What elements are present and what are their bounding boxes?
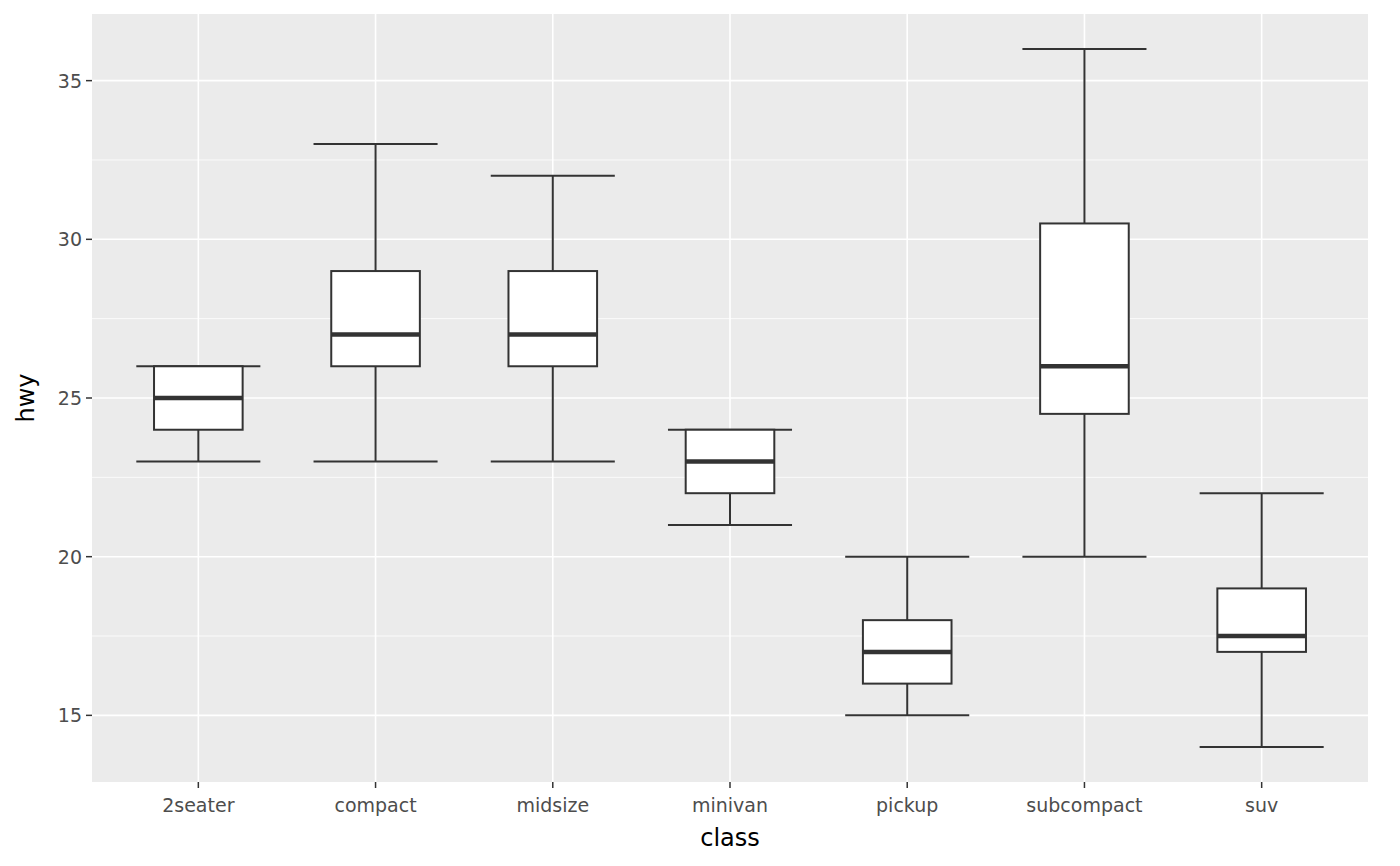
median <box>154 396 243 401</box>
grid-line-x <box>1261 14 1263 782</box>
box <box>1040 223 1129 413</box>
y-tick-label: 25 <box>58 387 82 409</box>
box <box>508 271 597 366</box>
y-axis-title: hwy <box>12 373 40 422</box>
x-tick-label: compact <box>334 794 416 816</box>
lower-cap <box>668 524 792 526</box>
grid-line-x <box>552 14 554 782</box>
box-group <box>491 176 615 462</box>
median <box>508 332 597 337</box>
upper-cap <box>1022 48 1146 50</box>
lower-cap <box>314 460 438 462</box>
box <box>863 620 952 683</box>
x-tick-label: subcompact <box>1026 794 1142 816</box>
lower-whisker <box>375 366 377 461</box>
upper-whisker <box>552 176 554 271</box>
box-group <box>845 557 969 716</box>
lower-cap <box>845 714 969 716</box>
y-tick-label: 30 <box>58 228 82 250</box>
y-tick <box>86 239 92 241</box>
lower-whisker <box>906 684 908 716</box>
lower-cap <box>1022 556 1146 558</box>
box <box>154 366 243 429</box>
median <box>686 459 775 464</box>
lower-cap <box>491 460 615 462</box>
x-tick <box>729 782 731 788</box>
box-group <box>1200 493 1324 747</box>
lower-whisker <box>1261 652 1263 747</box>
lower-cap <box>1200 746 1324 748</box>
y-tick <box>86 715 92 717</box>
y-tick-label: 15 <box>58 704 82 726</box>
lower-whisker <box>552 366 554 461</box>
upper-cap <box>314 143 438 145</box>
box-group <box>1022 49 1146 557</box>
axes: 15 20 25 30 35 2seater compact midsize minivan pi… <box>58 70 1278 816</box>
box <box>686 430 775 493</box>
median <box>331 332 420 337</box>
median <box>1217 634 1306 639</box>
y-tick <box>86 556 92 558</box>
median <box>863 650 952 655</box>
box-group <box>136 366 260 461</box>
median <box>1040 364 1129 369</box>
y-tick-label: 35 <box>58 70 82 92</box>
y-tick <box>86 80 92 82</box>
x-tick-label: pickup <box>876 794 938 816</box>
boxes <box>136 49 1323 747</box>
grid-line-x <box>729 14 731 782</box>
lower-whisker <box>197 430 199 462</box>
chart: 15 20 25 30 35 2seater compact midsize minivan pi… <box>0 0 1400 866</box>
lower-whisker <box>1083 414 1085 557</box>
box-group <box>314 144 438 461</box>
upper-whisker <box>906 557 908 620</box>
x-tick <box>906 782 908 788</box>
x-axis-title: class <box>700 824 760 852</box>
y-tick-label: 20 <box>58 546 82 568</box>
plot-background <box>92 14 1368 782</box>
grid-line-x <box>375 14 377 782</box>
lower-whisker <box>729 493 731 525</box>
upper-cap <box>1200 492 1324 494</box>
x-tick-label: midsize <box>516 794 589 816</box>
box-group <box>668 430 792 525</box>
x-tick <box>1261 782 1263 788</box>
x-tick <box>552 782 554 788</box>
x-tick-label: suv <box>1245 794 1278 816</box>
upper-cap <box>845 556 969 558</box>
x-tick-label: 2seater <box>162 794 234 816</box>
x-tick <box>1084 782 1086 788</box>
upper-whisker <box>375 144 377 271</box>
x-tick <box>198 782 200 788</box>
lower-cap <box>136 460 260 462</box>
grid <box>92 14 1368 782</box>
x-tick-label: minivan <box>692 794 768 816</box>
upper-whisker <box>1261 493 1263 588</box>
box <box>331 271 420 366</box>
upper-cap <box>491 175 615 177</box>
x-tick <box>375 782 377 788</box>
upper-whisker <box>1083 49 1085 224</box>
box <box>1217 588 1306 651</box>
y-tick <box>86 397 92 399</box>
